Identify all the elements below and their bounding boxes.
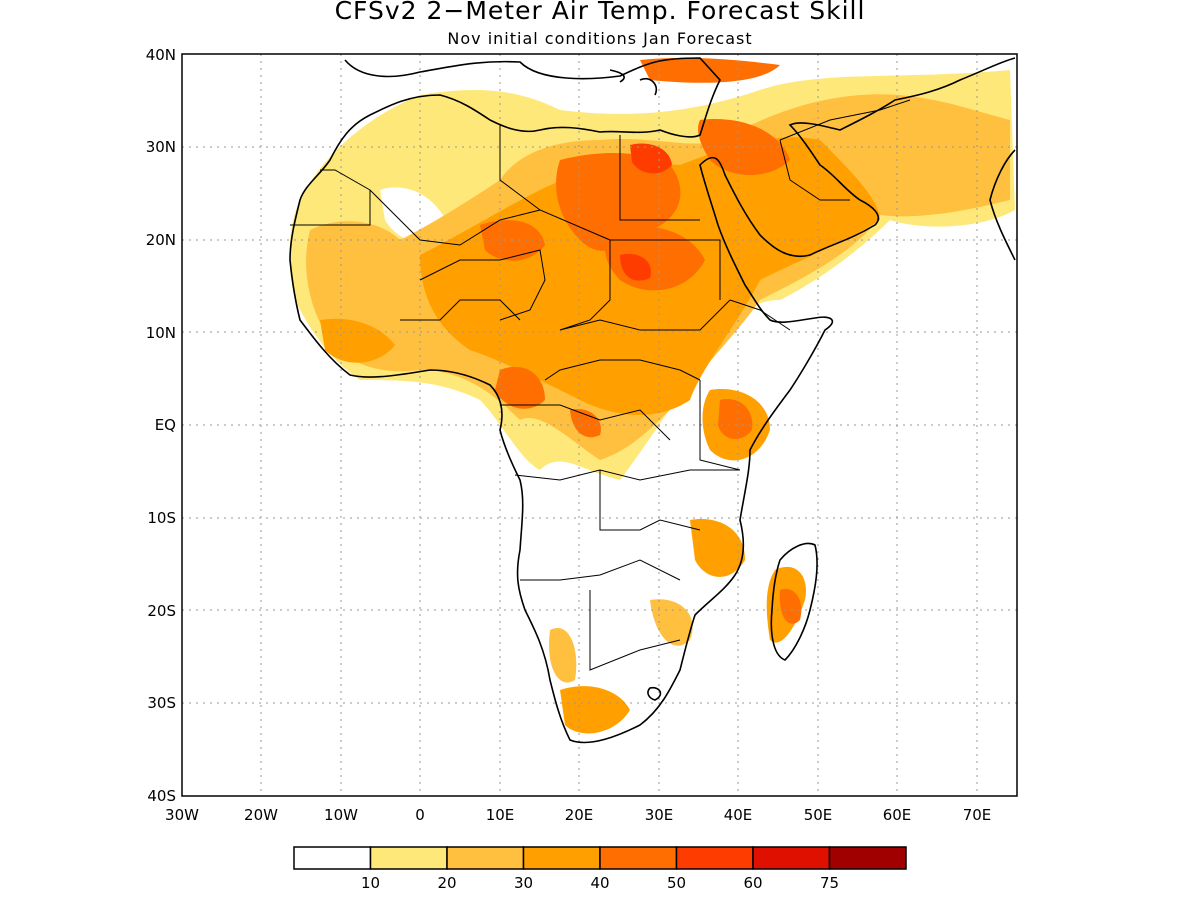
lon-label: 50E [804,806,833,824]
lat-label: 10S [147,509,176,527]
lon-axis-labels: 30W 20W 10W 0 10E 20E 30E 40E 50E 60E 70… [165,806,991,824]
colorbar-swatch [675,846,754,870]
coastline [289,57,1016,744]
lat-label: 20S [147,602,176,620]
colorbar-label: 60 [743,874,762,892]
lat-label: 30N [146,138,176,156]
lat-label: 40S [147,787,176,805]
colorbar-swatch [369,846,448,870]
colorbar-label: 30 [514,874,533,892]
skill-shading [289,57,1015,734]
colorbar-swatch [522,846,601,870]
lon-label: 10W [324,806,358,824]
map-title: CFSv2 2−Meter Air Temp. Forecast Skill [334,0,866,25]
colorbar-swatch [599,846,678,870]
lon-label: 40E [724,806,753,824]
lon-label: 30E [645,806,674,824]
map-subtitle: Nov initial conditions Jan Forecast [447,29,753,48]
colorbar-label: 75 [820,874,839,892]
lat-label: 40N [146,46,176,64]
lat-label: 10N [146,324,176,342]
colorbar-swatch [752,846,831,870]
lat-label: 20N [146,231,176,249]
lon-label: 20E [565,806,594,824]
lat-label: 30S [147,694,176,712]
lon-label: 60E [883,806,912,824]
lat-label: EQ [155,416,176,434]
lat-axis-labels: 40N 30N 20N 10N EQ 10S 20S 30S 40S [146,46,176,805]
plot-frame [181,53,1018,797]
colorbar-label: 10 [361,874,380,892]
colorbar-swatch [828,846,907,870]
lon-label: 30W [165,806,199,824]
lon-label: 70E [963,806,992,824]
colorbar-label: 50 [667,874,686,892]
colorbar-label: 20 [437,874,456,892]
colorbar-label: 40 [590,874,609,892]
colorbar-swatch [446,846,525,870]
colorbar-swatch [293,846,372,870]
country-borders [290,99,911,671]
colorbar: 10 20 30 40 50 60 75 [293,846,907,892]
lat-lon-grid [182,54,1017,796]
lon-label: 20W [244,806,278,824]
skill-area-40-50 [556,153,681,251]
lon-label: 10E [486,806,515,824]
skill-area-50-60 [630,143,672,174]
lon-label: 0 [415,806,425,824]
